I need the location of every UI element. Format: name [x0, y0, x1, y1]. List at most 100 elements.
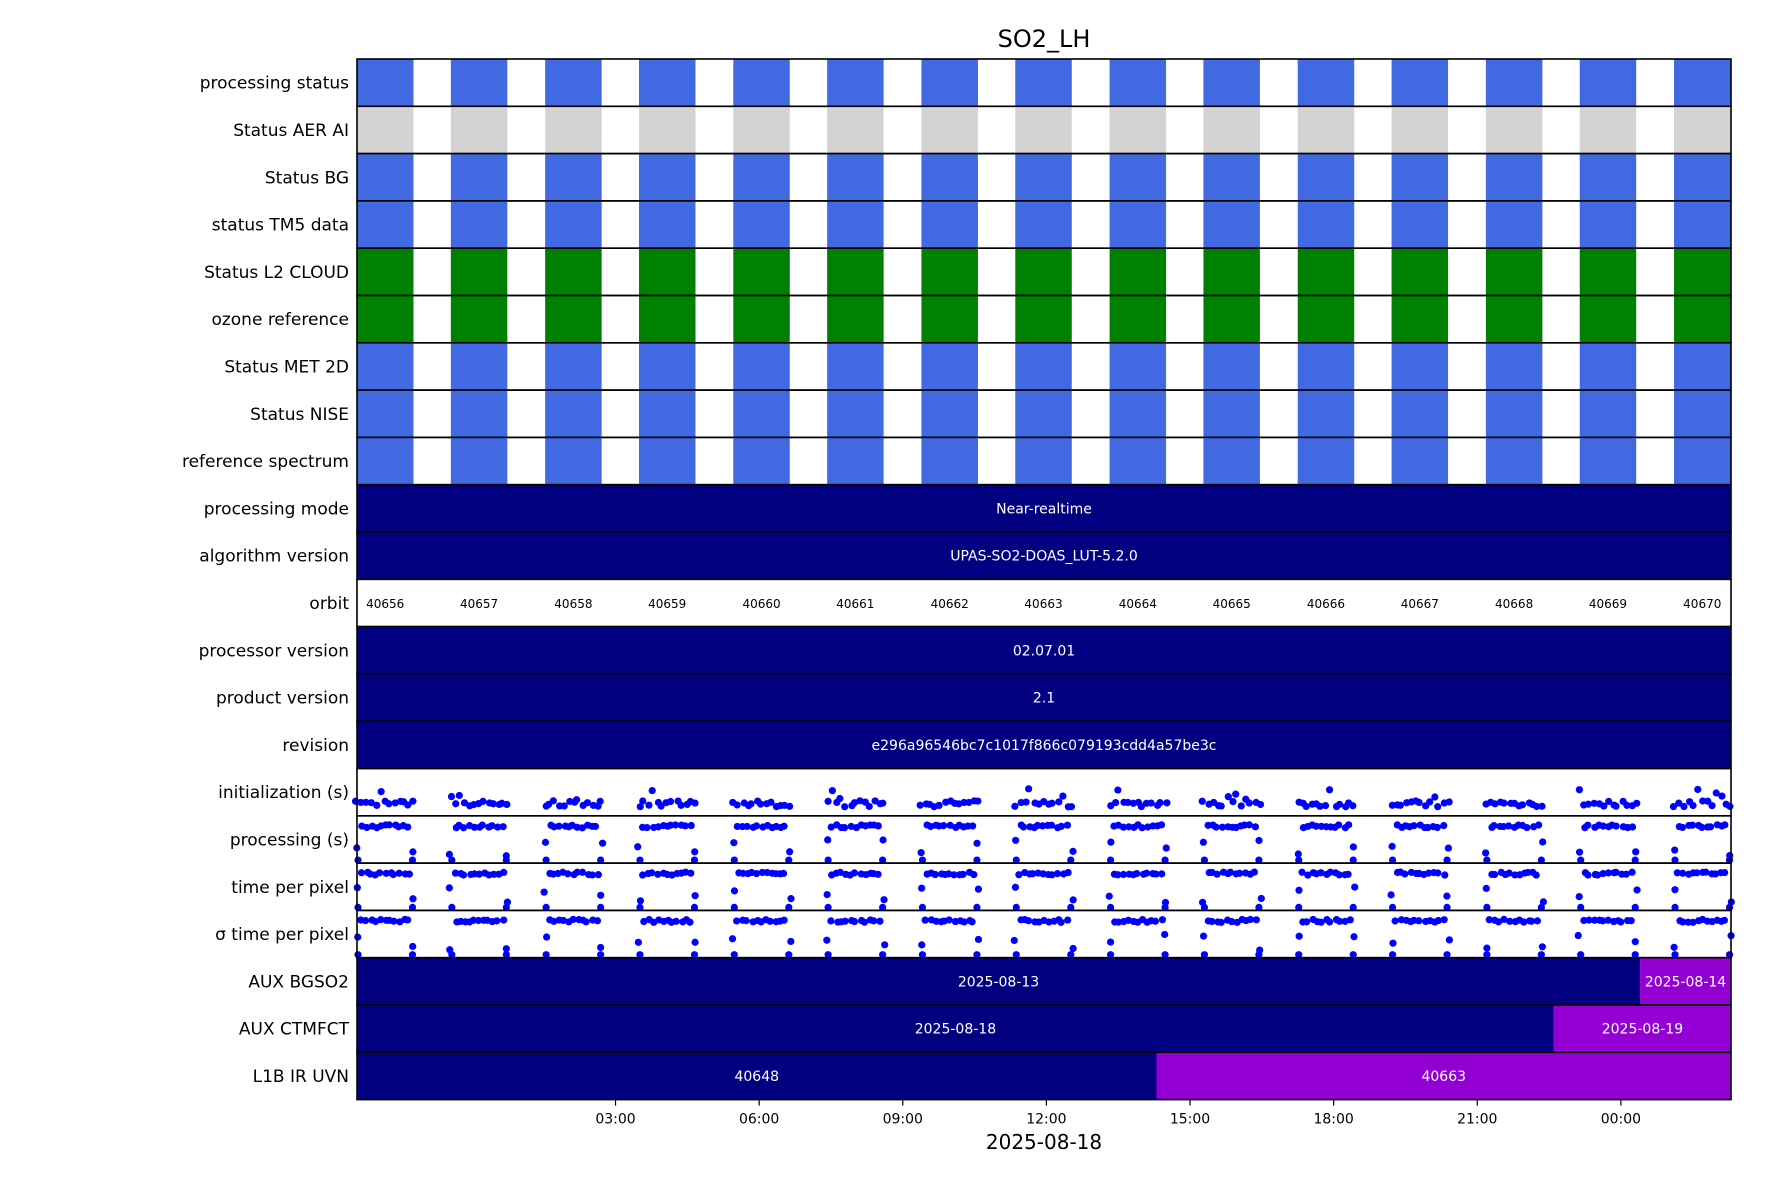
span-label: UPAS-SO2-DOAS_LUT-5.2.0 — [950, 549, 1137, 565]
scatter-point — [582, 918, 590, 926]
status-bar — [450, 342, 508, 391]
scatter-point — [502, 945, 510, 953]
scatter-point — [1106, 951, 1115, 959]
scatter-point — [382, 869, 390, 877]
row-ozone-reference: ozone reference — [211, 294, 1732, 344]
scatter-point — [973, 951, 981, 959]
scatter-point — [1631, 938, 1639, 946]
scatter-point — [597, 903, 605, 912]
scatter-point — [594, 871, 602, 879]
scatter-point — [918, 903, 927, 912]
scatter-point — [827, 823, 835, 831]
scatter-point — [1012, 836, 1020, 844]
scatter-point — [881, 941, 889, 949]
scatter-point — [1623, 801, 1631, 809]
scatter-point — [1675, 799, 1683, 807]
scatter-point — [1252, 916, 1260, 924]
status-bar — [1015, 295, 1072, 343]
scatter-point — [654, 870, 662, 878]
scatter-point — [390, 917, 398, 925]
scatter-point — [549, 797, 557, 805]
status-bar — [921, 59, 978, 107]
scatter-point — [1482, 884, 1490, 893]
scatter-point — [1689, 918, 1697, 926]
scatter-point — [409, 797, 417, 805]
scatter-point — [1198, 797, 1206, 805]
scatter-point — [583, 799, 592, 807]
scatter-point — [493, 917, 501, 925]
scatter-point — [687, 869, 695, 877]
scatter-point — [1152, 870, 1160, 878]
scatter-point — [940, 822, 948, 830]
status-bar — [1109, 153, 1167, 201]
scatter-point — [502, 951, 510, 959]
scatter-point — [1443, 951, 1451, 959]
status-bar — [357, 106, 414, 154]
scatter-point — [1633, 886, 1641, 894]
scatter-point — [448, 856, 456, 864]
status-bar — [1674, 200, 1731, 249]
scatter-point — [730, 887, 739, 895]
scatter-point — [959, 870, 967, 878]
scatter-point — [1441, 871, 1449, 879]
scatter-point — [1689, 801, 1697, 810]
x-axis: 03:00 06:00 09:00 12:00 15:00 18:00 21:00 00:00 — [595, 1099, 1641, 1128]
scatter-point — [728, 935, 737, 943]
scatter-point — [779, 869, 788, 878]
status-bar — [1485, 295, 1543, 343]
scatter-point — [1255, 856, 1263, 864]
scatter-point — [1628, 868, 1636, 876]
scatter-point — [488, 822, 496, 830]
scatter-point — [1388, 903, 1397, 912]
status-bar — [638, 342, 696, 391]
x-tick-label: 15:00 — [1170, 1112, 1210, 1128]
scatter-point — [404, 801, 412, 809]
status-bar — [921, 200, 978, 249]
scatter-point — [474, 916, 483, 925]
scatter-point — [1119, 823, 1128, 831]
scatter-point — [1483, 944, 1491, 952]
status-bar — [1203, 295, 1260, 343]
scatter-point — [1232, 790, 1240, 798]
status-bar — [1203, 153, 1260, 201]
scatter-point — [1199, 932, 1208, 940]
scatter-point — [1445, 798, 1453, 806]
status-bar — [827, 153, 884, 201]
row-label: processing status — [200, 74, 349, 94]
row-label: status TM5 data — [212, 216, 349, 236]
scatter-point — [1580, 916, 1588, 925]
scatter-point — [686, 918, 694, 926]
orbit-number: 40657 — [460, 597, 498, 611]
scatter-point — [634, 843, 642, 851]
scatter-point — [879, 856, 887, 864]
scatter-point — [478, 821, 486, 829]
scatter-point — [1011, 883, 1020, 891]
scatter-point — [573, 796, 581, 804]
orbit-number: 40658 — [554, 597, 592, 611]
scatter-point — [671, 821, 680, 829]
scatter-point — [1388, 842, 1396, 850]
orbit-number: 40666 — [1307, 597, 1345, 611]
scatter-point — [1147, 799, 1155, 807]
status-bar — [450, 106, 508, 154]
status-bar — [921, 437, 978, 485]
scatter-point — [1673, 869, 1681, 877]
scatter-point — [1067, 903, 1075, 912]
status-bar — [1579, 390, 1637, 438]
scatter-point — [1200, 903, 1209, 912]
status-bar — [450, 437, 508, 485]
scatter-point — [747, 800, 755, 808]
scatter-point — [1350, 933, 1358, 941]
x-tick-label: 12:00 — [1026, 1112, 1066, 1128]
row-processing-s: processing (s) — [230, 814, 1734, 864]
status-bar — [827, 200, 884, 249]
scatter-point — [824, 836, 832, 844]
scatter-point — [1226, 868, 1234, 876]
orbit-number: 40668 — [1495, 597, 1533, 611]
status-bar — [545, 106, 602, 154]
scatter-point — [1612, 802, 1620, 810]
scatter-point — [1483, 856, 1491, 864]
status-bar — [1109, 295, 1167, 343]
scatter-point — [1038, 822, 1047, 830]
scatter-point — [1679, 869, 1687, 877]
